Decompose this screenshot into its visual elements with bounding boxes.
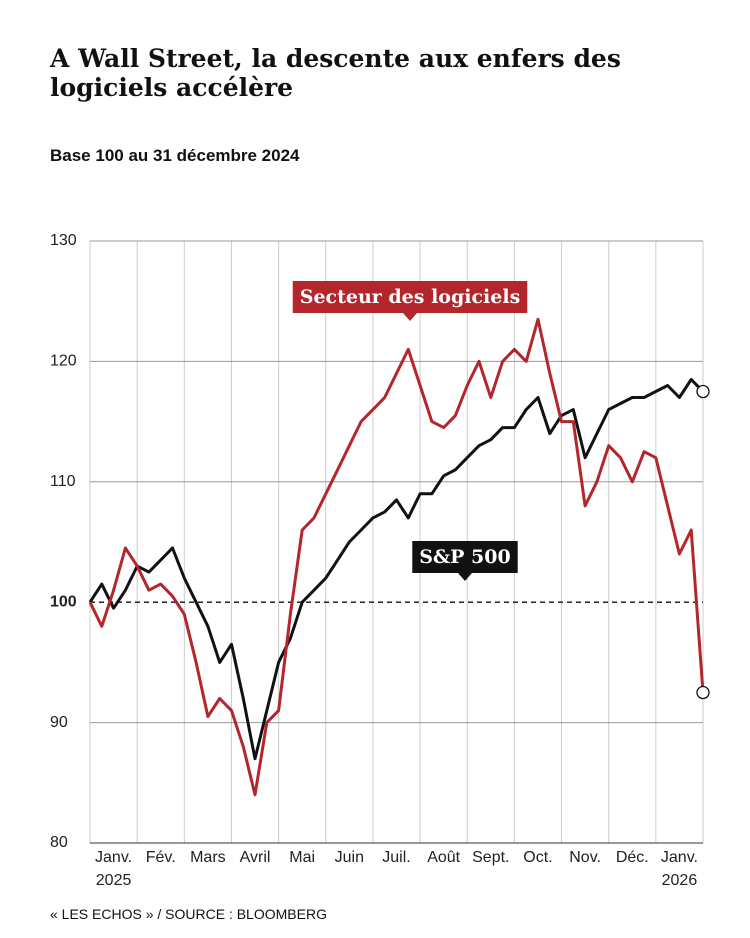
x-tick-label: Mars	[190, 849, 226, 866]
series-line	[88, 378, 705, 761]
y-tick-label: 120	[50, 353, 77, 370]
x-tick-label: Sept.	[472, 849, 509, 866]
label-box	[412, 541, 518, 573]
x-tick-label: Déc.	[616, 849, 649, 866]
end-point	[696, 384, 710, 399]
y-tick-label: 80	[50, 834, 68, 851]
x-tick-label: Fév.	[146, 849, 176, 866]
series-label: S&P 500	[412, 541, 518, 581]
legend-label: Secteur des logiciels	[300, 286, 521, 308]
legend-label: S&P 500	[419, 546, 510, 568]
series-label: Secteur des logiciels	[292, 281, 528, 321]
chart-title: A Wall Street, la descente aux enfers de…	[50, 44, 621, 102]
x-year-label: 2025	[96, 872, 132, 889]
source: « LES ECHOS » / SOURCE : BLOOMBERG	[50, 906, 327, 922]
x-tick-label: Avril	[240, 849, 271, 866]
y-tick-label: 90	[50, 714, 68, 731]
y-tick-label: 110	[50, 473, 76, 490]
x-tick-label: Nov.	[569, 849, 601, 866]
x-tick-label: Août	[427, 849, 460, 866]
x-tick-label: Oct.	[523, 849, 552, 866]
label-pointer	[403, 313, 417, 321]
label-pointer	[458, 573, 472, 581]
chart-subtitle: Base 100 au 31 décembre 2024	[50, 146, 300, 165]
x-tick-label: Juil.	[382, 849, 410, 866]
x-tick-label: Janv.	[95, 849, 132, 866]
label-box	[292, 281, 528, 313]
x-tick-label: Janv.	[661, 849, 698, 866]
y-tick-label: 130	[50, 232, 77, 249]
x-tick-label: Mai	[289, 849, 315, 866]
y-tick-label: 100	[50, 593, 77, 610]
series-line	[88, 317, 705, 797]
end-point	[696, 685, 710, 700]
x-tick-label: Juin	[335, 849, 364, 866]
x-year-label: 2026	[662, 872, 698, 889]
